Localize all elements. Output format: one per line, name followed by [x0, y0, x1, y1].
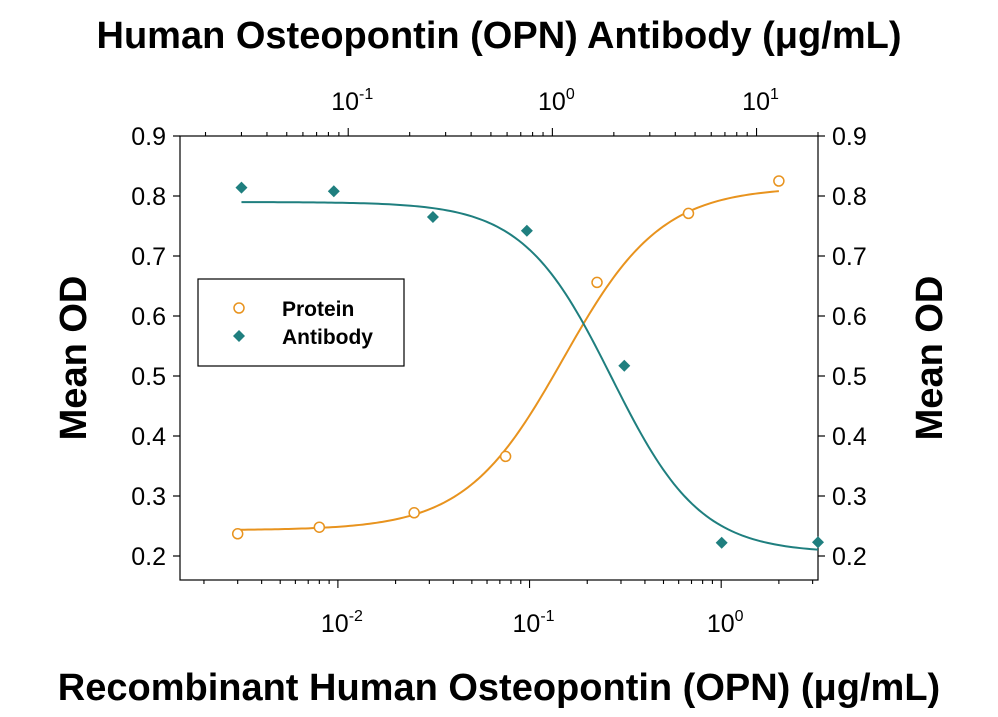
- ticks-layer: 0.9 0.9 0.8 0.8 0.7 0.7 0.6 0.6 0.5 0.5 0.4 0.4 0.3 0…: [131, 86, 867, 638]
- y-tick-label-left: 0.9: [131, 123, 166, 151]
- legend-protein-label: Protein: [282, 298, 354, 321]
- point-protein-3: [499, 450, 512, 463]
- point-antibody-4: [618, 359, 631, 372]
- y-tick-label-right: 0.4: [832, 423, 867, 451]
- chart-title: Human Osteopontin (OPN) Antibody (μg/mL): [97, 15, 902, 57]
- point-protein-5: [682, 207, 695, 220]
- y-tick-label-left: 0.2: [131, 543, 166, 571]
- y-tick-label-left: 0.3: [131, 483, 166, 511]
- y-tick-label-left: 0.7: [131, 243, 166, 271]
- y-tick-label-left: 0.6: [131, 303, 166, 331]
- x-top-tick-label: 101: [742, 86, 779, 116]
- point-antibody-0: [235, 181, 248, 194]
- legend-box: [197, 278, 405, 367]
- y-axis-title-right: Mean OD: [909, 276, 951, 441]
- point-antibody-6: [812, 536, 824, 549]
- y-tick-label-left: 0.5: [131, 363, 166, 391]
- x-top-tick-label: 10-1: [331, 86, 373, 116]
- x-bottom-tick-label: 10-1: [513, 608, 555, 638]
- point-antibody-1: [327, 185, 340, 198]
- plot-frame: [179, 135, 819, 581]
- x-axis-title: Recombinant Human Osteopontin (OPN) (μg/…: [58, 667, 940, 709]
- y-tick-label-left: 0.8: [131, 183, 166, 211]
- y-tick-label-right: 0.9: [832, 123, 867, 151]
- y-tick-label-right: 0.8: [832, 183, 867, 211]
- point-antibody-2: [426, 211, 439, 223]
- legend-antibody-label: Antibody: [282, 326, 373, 349]
- y-tick-label-right: 0.5: [832, 363, 867, 391]
- y-axis-title-left: Mean OD: [53, 276, 95, 441]
- x-top-tick-label: 100: [538, 86, 575, 116]
- point-antibody-3: [520, 224, 533, 237]
- point-protein-6: [773, 175, 785, 187]
- point-protein-4: [591, 276, 603, 289]
- fit-curve-antibody: [241, 201, 819, 551]
- x-bottom-tick-label: 10-2: [321, 608, 363, 638]
- legend: Protein Antibody: [197, 278, 405, 367]
- data-points-layer: [231, 175, 824, 549]
- legend-protein-marker: [233, 302, 245, 314]
- point-antibody-5: [715, 536, 728, 549]
- y-tick-label-right: 0.7: [832, 243, 867, 271]
- y-tick-label-right: 0.6: [832, 303, 867, 331]
- fit-curves-layer: [237, 190, 819, 551]
- y-tick-label-left: 0.4: [131, 423, 166, 451]
- x-bottom-tick-label: 100: [707, 608, 744, 638]
- y-tick-label-right: 0.3: [832, 483, 867, 511]
- point-protein-0: [231, 528, 244, 540]
- legend-antibody-marker: [233, 330, 245, 342]
- y-tick-label-right: 0.2: [832, 543, 867, 571]
- point-protein-2: [408, 507, 420, 519]
- point-protein-1: [313, 521, 326, 533]
